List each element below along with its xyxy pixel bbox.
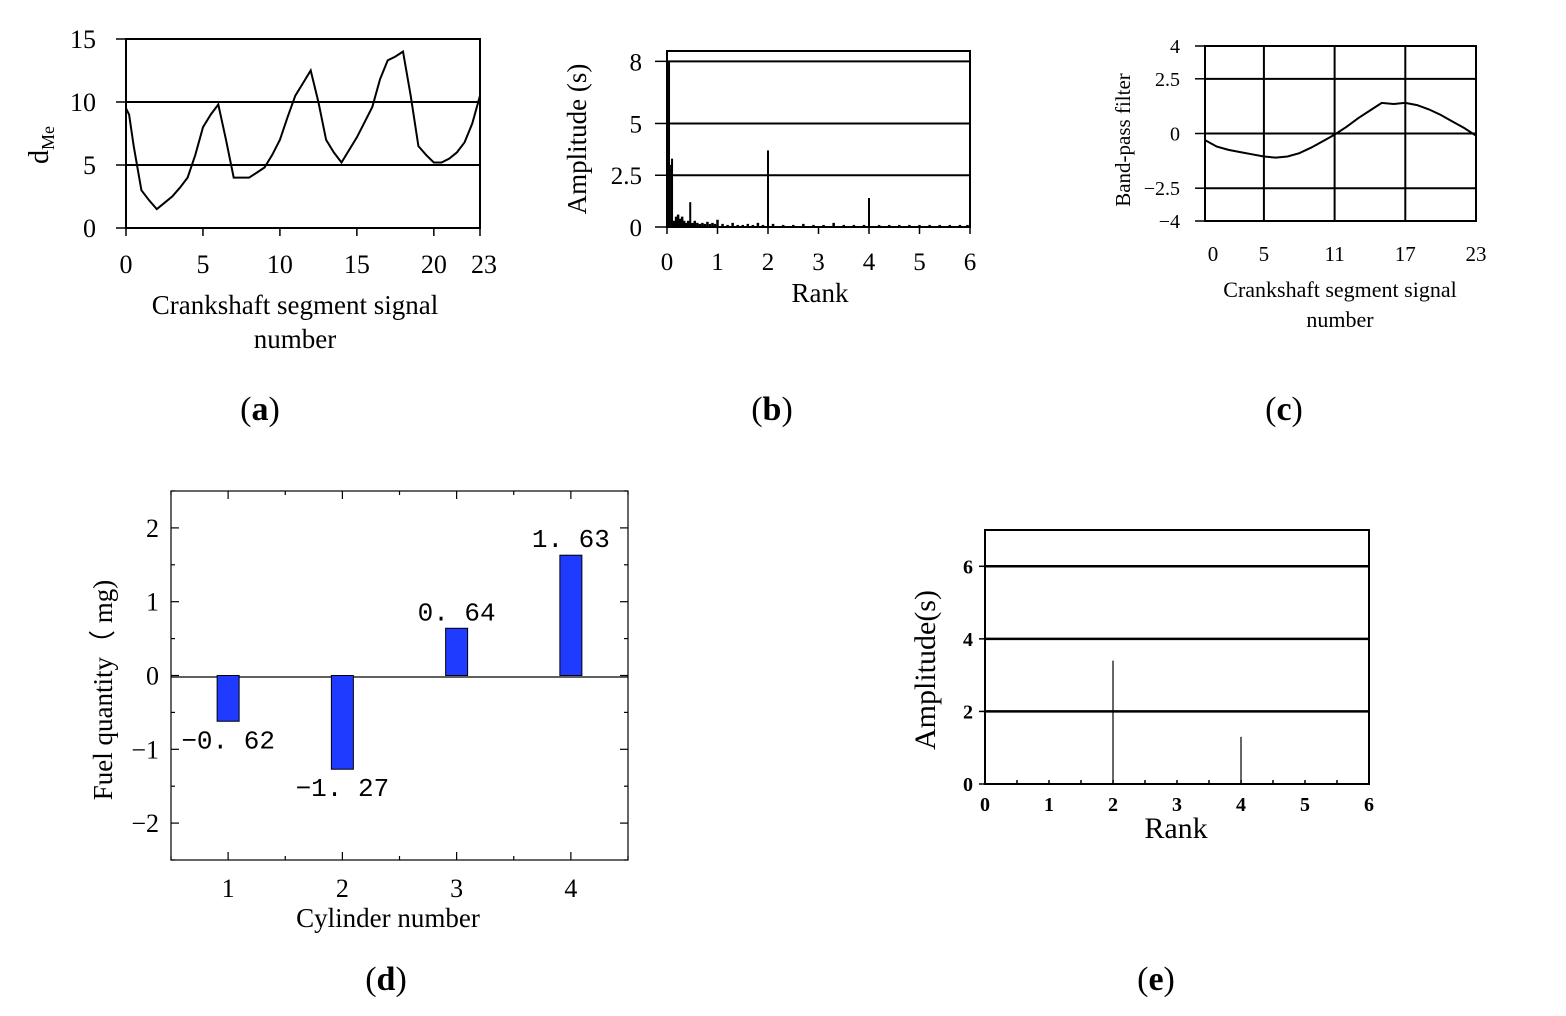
panel-d-xtick-label: 2 [336,874,349,903]
panel-b-ylabel: Amplitude (s) [562,64,592,215]
panel-e-ytick-label: 6 [963,556,973,578]
panel-a-frame [125,38,481,229]
panel-e-xtick-label: 3 [1172,794,1182,816]
panel-c-ytick-label: 4 [1170,36,1180,58]
panel-c-line-series [1204,101,1477,159]
panel-d-xlabel: Cylinder number [296,903,480,933]
panel-b-xtick-label: 5 [913,249,926,276]
panel-c-ylabel: Band-pass filter [1111,73,1135,207]
panel-a-xtick-label: 5 [196,250,209,279]
panel-b-ytick-label: 0 [630,215,643,242]
panel-c-ytick-label: 2.5 [1155,69,1180,91]
panel-a-ytick-label: 0 [83,214,96,243]
panel-e: 0 2 4 6 0 1 2 3 4 5 6 Amplitude(s) Rank (e) [909,529,1374,998]
panel-d-bar [330,675,354,770]
panel-c-xlabel: Crankshaft segment signal number [1223,277,1457,332]
panel-e-ytick-label: 4 [963,629,973,651]
panel-c: −4 −2.5 0 2.5 4 0 5 11 17 23 Band-pass filter Cr… [1111,36,1487,428]
panel-c-ytick-label: 0 [1170,124,1180,146]
panel-e-xtick-label: 0 [980,794,990,816]
panel-e-xtick-label: 1 [1044,794,1054,816]
panel-a-ytick-label: 10 [70,88,96,117]
panel-e-ytick-label: 0 [963,774,973,796]
panel-b-xtick-label: 2 [762,249,775,276]
panel-d-value-label: −1. 27 [296,774,390,804]
panel-e-xtick-label: 2 [1108,794,1118,816]
panel-d-value-label: 0. 64 [418,598,496,628]
panel-b: 0 2.5 5 8 0 1 2 3 4 5 6 Amplitude (s) Rank (b) [562,49,976,428]
panel-a-xtick-label: 10 [267,250,293,279]
panel-b-ytick-label: 2.5 [611,163,642,190]
panel-d-xtick-label: 3 [450,874,463,903]
panel-d-value-label: −0. 62 [181,726,275,756]
panel-d-ytick-label: −2 [131,809,159,838]
panel-e-ytick-label: 2 [963,701,973,723]
panel-e-xtick-label: 5 [1300,794,1310,816]
panel-a-ylabel: dMe [24,126,58,164]
panel-d-xtick-label: 1 [222,874,235,903]
panel-c-xtick-label: 11 [1324,242,1344,266]
panel-d-xtick-label: 4 [564,874,577,903]
panel-a: 0 5 10 15 0 5 10 15 20 23 dMe Crankshaft segment… [24,25,497,428]
panel-e-frame [984,529,1370,785]
panel-e-ylabel: Amplitude(s) [909,590,942,750]
panel-b-xtick-label: 6 [964,249,977,276]
panel-c-xtick-label: 17 [1395,242,1416,266]
panel-a-xtick-label: 20 [421,250,447,279]
panel-b-xtick-label: 1 [711,249,724,276]
panel-d: −2 −1 0 1 2 1 2 3 4 −0. 62 −1. 27 0. 64 1. 63 Fuel… [88,490,629,998]
panel-d-ytick-label: 0 [146,662,159,691]
panel-e-xtick-label: 4 [1236,794,1246,816]
panel-e-xlabel: Rank [1144,812,1207,845]
panel-c-caption: (c) [1265,391,1303,428]
panel-a-ytick-label: 5 [83,151,96,180]
panel-b-ytick-label: 8 [630,49,643,76]
panel-d-bar [216,675,240,722]
panel-c-xtick-label: 0 [1208,242,1219,266]
panel-d-ytick-label: −1 [131,735,159,764]
panel-b-frame [666,50,971,228]
panel-b-xtick-label: 0 [661,249,674,276]
panel-d-ytick-label: 2 [146,514,159,543]
panel-a-xlabel-box: Crankshaft segment signal number [151,290,439,354]
panel-d-value-label: 1. 63 [532,525,610,555]
panel-e-xtick-label: 6 [1364,794,1374,816]
panel-d-caption: (d) [365,961,407,998]
panel-d-ytick-label: 1 [146,588,159,617]
panel-a-xtick-label: 0 [120,250,133,279]
panel-c-ytick-label: −2.5 [1144,178,1180,200]
panel-a-line-series [125,49,481,211]
panel-c-xtick-label: 5 [1259,242,1270,266]
panel-a-ytick-label: 15 [70,25,96,54]
panel-b-xlabel: Rank [792,278,849,308]
panel-a-xtick-label: 23 [471,250,497,279]
panel-d-bar [559,554,583,676]
panel-c-ytick-label: −4 [1159,211,1180,233]
panel-c-xlabel-box: Crankshaft segment signal number [1223,277,1457,332]
panel-b-caption: (b) [751,391,793,428]
panel-b-xtick-label: 3 [812,249,825,276]
panel-a-xlabel: Crankshaft segment signal number [151,290,439,354]
panel-b-xtick-label: 4 [863,249,876,276]
panel-e-caption: (e) [1137,961,1175,998]
panel-c-xtick-label: 23 [1466,242,1487,266]
panel-a-xtick-label: 15 [344,250,370,279]
panel-d-bar [445,627,469,677]
panel-a-caption: (a) [240,391,280,428]
panel-d-ylabel: Fuel quantity（ mg) [88,580,118,800]
panel-b-ytick-label: 5 [630,111,643,138]
